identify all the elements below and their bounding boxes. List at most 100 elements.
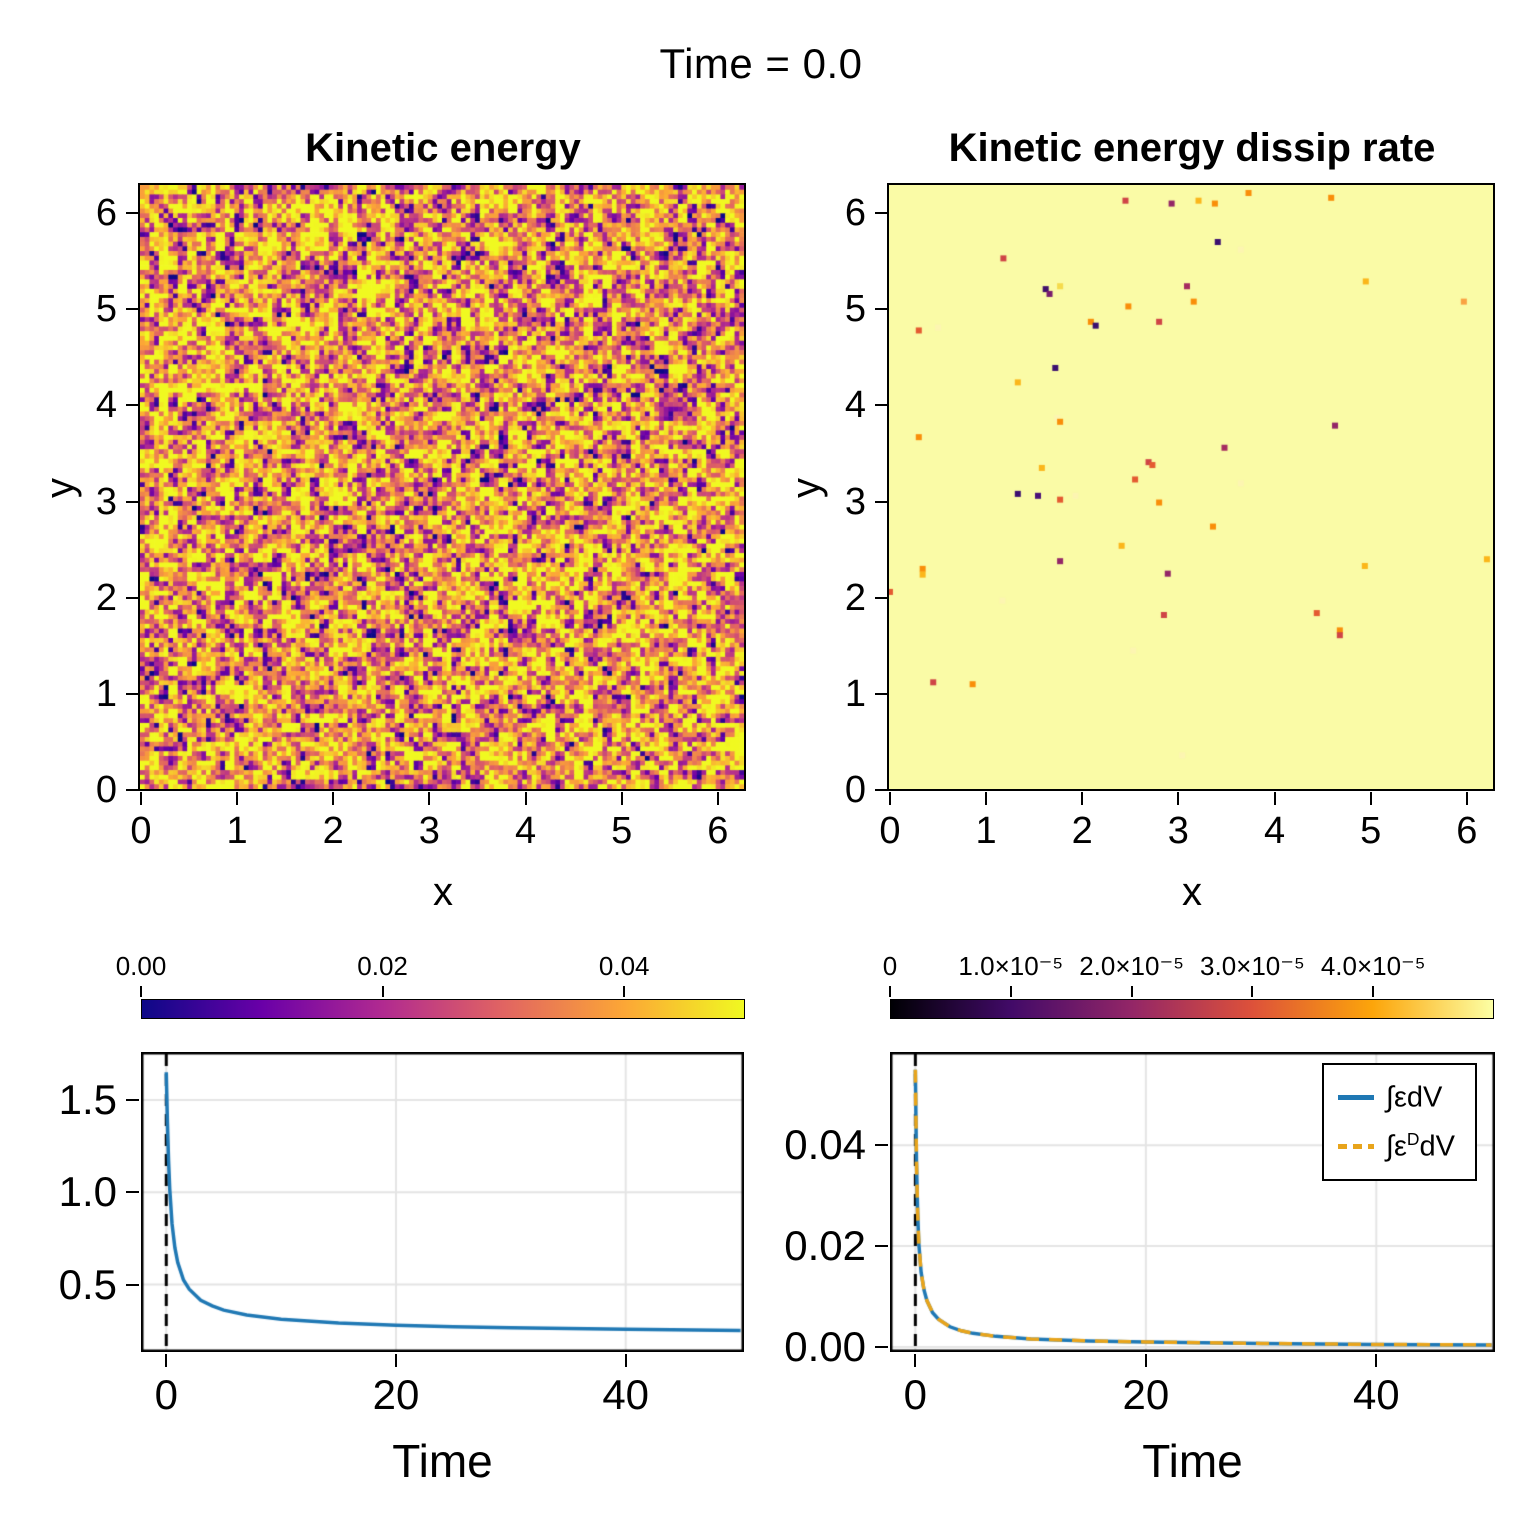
lineplot-eps-xtick-label: 20 [1122, 1371, 1170, 1418]
heatmap-ke-ytick-label: 2 [95, 576, 117, 619]
lineplot-eps-ytick-mark [875, 1144, 888, 1147]
heatmap-ke-xtick-label: 3 [418, 810, 440, 852]
lineplot-eps-xlabel: Time [1142, 1435, 1243, 1487]
legend-label-eps: ∫εdV [1386, 1082, 1443, 1114]
lineplot-eps-xtick-mark [1144, 1354, 1147, 1367]
lineplot-ke-xtick-mark [165, 1354, 168, 1367]
heatmap-ke-plot [138, 183, 746, 791]
lineplot-eps-ytick-mark [875, 1245, 888, 1248]
colorbar-eps-cbtick-label: 0 [882, 951, 898, 981]
heatmap-ke-xtick-label: 6 [707, 810, 729, 852]
heatmap-ke-ytick-label: 6 [95, 192, 117, 235]
colorbar-eps-cbtick-mark [1009, 986, 1012, 997]
heatmap-ke-xtick-mark [620, 792, 623, 805]
lineplot-ke [141, 1052, 744, 1352]
heatmap-ke-xtick-label: 1 [226, 810, 248, 852]
legend-label-epsD: ∫εDdV [1386, 1129, 1455, 1163]
lineplot-eps-xtick-mark [914, 1354, 917, 1367]
figure-title: Time = 0.0 [659, 40, 863, 87]
heatmap-ke-ytick-mark [126, 308, 139, 311]
colorbar-ke-cbtick-label: 0.02 [357, 951, 408, 981]
heatmap-ke-xlabel: x [433, 870, 453, 914]
heatmap-eps-xtick-mark [985, 792, 988, 805]
heatmap-eps-xtick-label: 0 [879, 810, 901, 852]
heatmap-ke-xtick-label: 0 [130, 810, 152, 852]
legend: ∫εdV ∫εDdV [1322, 1063, 1477, 1181]
heatmap-ke-ytick-label: 4 [95, 384, 117, 427]
heatmap-eps-ytick-mark [875, 404, 888, 407]
heatmap-eps-xtick-label: 3 [1167, 810, 1189, 852]
heatmap-ke-ytick-mark [126, 596, 139, 599]
heatmap-eps-xtick-mark [1177, 792, 1180, 805]
heatmap-eps-ylabel: y [784, 478, 828, 498]
heatmap-ke-xtick-mark [524, 792, 527, 805]
heatmap-eps-ytick-label: 5 [844, 288, 866, 331]
lineplot-ke-ytick-mark [126, 1191, 139, 1194]
heatmap-ke-xtick-label: 4 [514, 810, 537, 852]
lineplot-ke-xlabel: Time [392, 1435, 493, 1487]
lineplot-ke-ytick-label: 0.5 [58, 1260, 117, 1308]
colorbar-eps-cbtick-label: 1.0×10⁻⁵ [958, 951, 1064, 981]
heatmap-eps-xtick-mark [1369, 792, 1372, 805]
lineplot-ke-canvas [141, 1052, 744, 1352]
heatmap-ke-ytick-mark [126, 404, 139, 407]
heatmap-ke-ytick-mark [126, 692, 139, 695]
heatmap-ke-xtick-mark [332, 792, 335, 805]
lineplot-eps-xtick-label: 40 [1352, 1371, 1400, 1418]
heatmap-ke-xtick-mark [428, 792, 431, 805]
heatmap-ke-title: Kinetic energy [305, 126, 581, 170]
colorbar-eps-cbtick-mark [1372, 986, 1375, 997]
colorbar-eps-cbtick-label: 4.0×10⁻⁵ [1320, 951, 1426, 981]
colorbar-eps-cbtick-mark [1251, 986, 1254, 997]
heatmap-ke-xtick-mark [236, 792, 239, 805]
heatmap-eps-xtick-label: 2 [1071, 810, 1093, 852]
heatmap-eps-xtick-label: 6 [1456, 810, 1478, 852]
lineplot-ke-xtick-mark [394, 1354, 397, 1367]
colorbar-eps [890, 999, 1494, 1019]
lineplot-ke-ytick-label: 1.0 [58, 1168, 117, 1216]
colorbar-ke-cbtick-mark [623, 986, 626, 997]
heatmap-eps-ytick-mark [875, 596, 888, 599]
heatmap-eps-ytick-mark [875, 692, 888, 695]
lineplot-ke-ytick-mark [126, 1099, 139, 1101]
heatmap-ke-xtick-label: 5 [611, 810, 633, 852]
legend-item-epsD: ∫εDdV [1338, 1129, 1475, 1163]
heatmap-ke-ytick-mark [126, 500, 139, 503]
colorbar-ke-cbtick-mark [140, 986, 142, 997]
heatmap-ke-ylabel: y [38, 478, 82, 498]
lineplot-ke-xtick-label: 20 [372, 1371, 420, 1418]
lineplot-ke-xtick-mark [624, 1354, 627, 1367]
colorbar-eps-cbtick-label: 2.0×10⁻⁵ [1079, 951, 1184, 981]
heatmap-eps-ytick-label: 2 [844, 576, 866, 619]
lineplot-eps-ytick-mark [875, 1345, 888, 1348]
colorbar-eps-cbtick-mark [1130, 986, 1133, 997]
heatmap-ke-ytick-mark [126, 212, 139, 215]
lineplot-ke-xtick-label: 40 [602, 1371, 650, 1418]
heatmap-eps-ytick-mark [875, 212, 888, 215]
heatmap-eps-title: Kinetic energy dissip rate [948, 126, 1436, 170]
legend-line-dashed-icon [1338, 1144, 1374, 1149]
colorbar-eps-cbtick-mark [889, 986, 891, 997]
lineplot-eps-xtick-mark [1375, 1354, 1378, 1367]
colorbar-ke-cbtick-label: 0.04 [598, 951, 650, 981]
heatmap-eps-xtick-mark [1273, 792, 1276, 805]
heatmap-eps-ytick-label: 0 [844, 769, 866, 811]
legend-line-solid-icon [1338, 1095, 1374, 1100]
colorbar-ke-cbtick-mark [381, 986, 384, 997]
lineplot-ke-ytick-label: 1.5 [58, 1076, 117, 1123]
heatmap-eps-ytick-label: 1 [844, 672, 866, 715]
heatmap-eps-ytick-mark [875, 789, 888, 791]
heatmap-ke-ytick-mark [126, 789, 139, 791]
heatmap-eps-ytick-mark [875, 308, 888, 311]
colorbar-ke [141, 999, 745, 1019]
heatmap-eps-xtick-mark [889, 792, 891, 805]
heatmap-eps-xtick-label: 1 [975, 810, 997, 852]
heatmap-ke-xtick-mark [140, 792, 142, 805]
heatmap-eps-xtick-mark [1465, 792, 1468, 805]
legend-item-eps: ∫εdV [1338, 1082, 1475, 1113]
heatmap-eps-xtick-label: 4 [1263, 810, 1286, 852]
heatmap-ke-canvas [140, 185, 744, 789]
heatmap-eps-ytick-mark [875, 500, 888, 503]
lineplot-ke-xtick-label: 0 [154, 1371, 178, 1418]
